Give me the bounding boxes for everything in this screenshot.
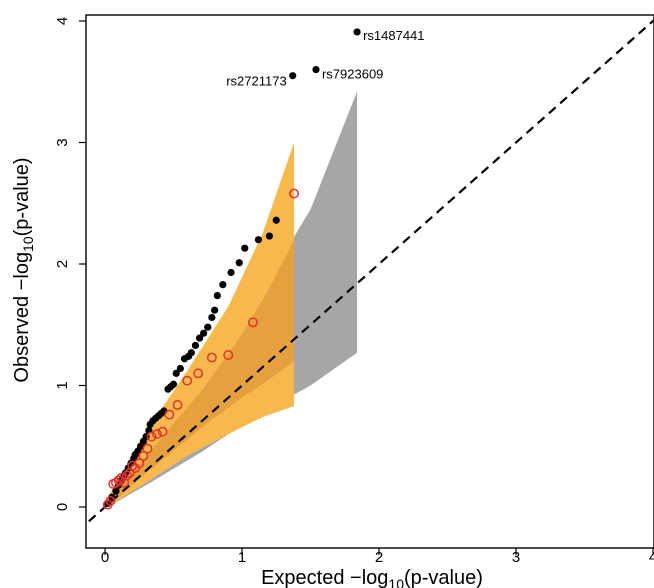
snp-label: rs2721173 [226, 74, 286, 89]
observed-point [208, 313, 216, 322]
snp-annotations: rs1487441 rs7923609 rs2721173 [226, 28, 424, 89]
permuted-point [248, 317, 258, 328]
permuted-points-series [102, 188, 300, 510]
permuted-point [138, 451, 149, 461]
y-axis-label: Observed −log10(p-value) [11, 157, 36, 382]
y-tick-label: 3 [54, 138, 71, 146]
observed-point [191, 341, 200, 350]
snp-label: rs7923609 [322, 67, 383, 82]
permuted-point [105, 495, 116, 506]
permuted-point [182, 375, 193, 386]
observed-point [204, 323, 212, 331]
permuted-point [142, 443, 153, 454]
plot-frame [85, 14, 654, 549]
observed-point [353, 28, 361, 36]
x-axis: 0 1 2 3 4 [101, 548, 654, 566]
permuted-point [146, 431, 157, 442]
observed-point [187, 349, 195, 357]
permuted-point [127, 460, 138, 471]
y-tick-label: 0 [54, 503, 71, 511]
observed-point [195, 334, 204, 342]
observed-point [312, 66, 320, 74]
observed-point [169, 380, 178, 388]
observed-point [176, 364, 184, 373]
x-tick-label: 3 [512, 549, 520, 566]
observed-point [200, 329, 208, 337]
y-axis: 0 1 2 3 4 [54, 17, 86, 511]
permuted-point [116, 472, 127, 483]
permuted-point [134, 458, 145, 469]
confidence-band-1 [107, 142, 295, 507]
permuted-point [113, 475, 124, 486]
observed-point [241, 244, 249, 252]
observed-point [272, 216, 280, 224]
observed-point [112, 487, 120, 495]
permuted-point [206, 352, 217, 363]
y-tick-label: 4 [54, 17, 71, 25]
y-tick-label: 2 [54, 260, 71, 268]
permuted-point [193, 368, 204, 379]
observed-point [265, 232, 273, 240]
observed-point [172, 369, 180, 377]
observed-point [213, 291, 221, 300]
permuted-point [223, 350, 234, 361]
x-tick-label: 0 [101, 549, 109, 566]
permuted-point [164, 409, 175, 420]
permuted-point [289, 188, 300, 199]
x-tick-label: 1 [238, 549, 246, 566]
observed-point [227, 268, 235, 277]
observed-point [211, 306, 219, 314]
observed-point [219, 281, 227, 289]
x-tick-label: 4 [649, 549, 654, 566]
observed-point [289, 72, 297, 80]
observed-point [235, 259, 243, 267]
snp-label: rs1487441 [363, 28, 424, 43]
permuted-point [152, 429, 163, 440]
permuted-point [172, 399, 183, 410]
x-tick-label: 2 [375, 549, 383, 566]
y-tick-label: 1 [54, 381, 71, 389]
x-axis-label: Expected −log10(p-value) [261, 567, 483, 588]
permuted-point [121, 470, 132, 481]
observed-point [254, 236, 263, 244]
permuted-point [157, 426, 168, 437]
